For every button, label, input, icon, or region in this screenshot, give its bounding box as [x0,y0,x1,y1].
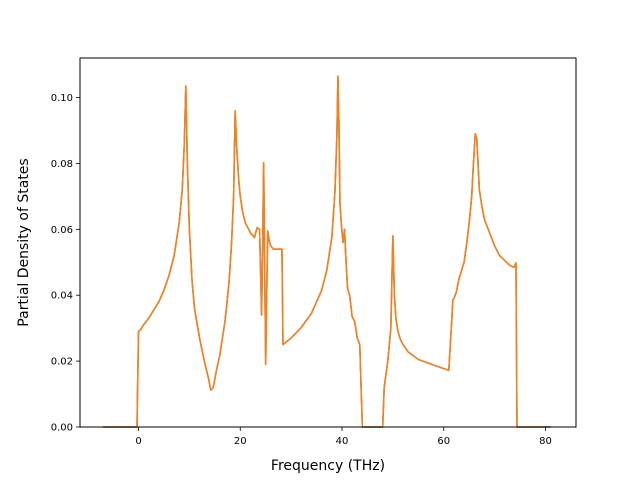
x-tick-label: 80 [539,436,552,447]
y-tick-label: 0.00 [51,423,73,434]
y-tick-label: 0.02 [51,357,73,368]
y-axis-label: Partial Density of States [16,158,32,326]
y-tick-label: 0.06 [51,225,73,236]
series-line-2 [102,75,551,428]
series-layer [102,75,551,428]
y-tick-label: 0.04 [51,291,73,302]
x-tick-label: 60 [437,436,450,447]
x-axis-label: Frequency (THz) [271,458,385,474]
y-tick-label: 0.08 [51,159,73,170]
x-tick-label: 20 [234,436,247,447]
x-axis-ticks: 0 20 40 60 80 [135,427,552,447]
y-tick-label: 0.10 [51,93,73,104]
x-tick-label: 0 [135,436,141,447]
y-axis-ticks: 0.00 0.02 0.04 0.06 0.08 0.10 [51,93,80,434]
axes-frame [79,57,577,428]
x-tick-label: 40 [336,436,349,447]
